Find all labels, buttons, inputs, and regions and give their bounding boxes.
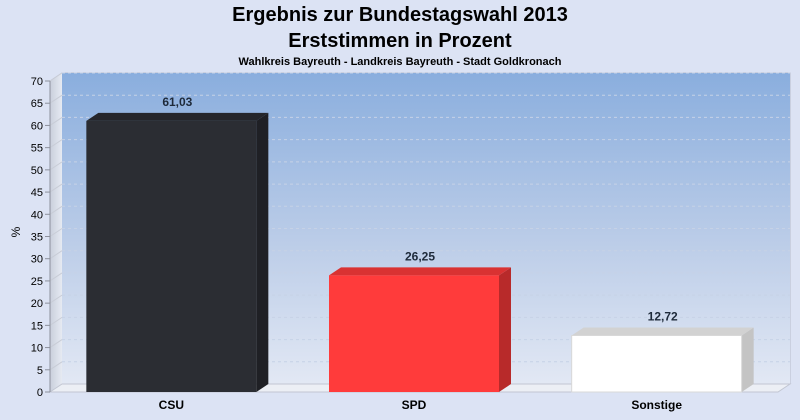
bar-front: [86, 120, 257, 393]
y-tick-label: 5: [37, 365, 43, 377]
gridline-wall: [49, 183, 63, 193]
gridline-wall: [49, 72, 63, 82]
y-axis-label: %: [9, 226, 23, 237]
gridline-wall: [49, 250, 63, 260]
bar-sonstige: [571, 327, 754, 393]
y-tick-label: 45: [31, 187, 43, 199]
gridline-wall: [49, 339, 63, 348]
chart-titles: Ergebnis zur Bundestagswahl 2013 Erststi…: [0, 0, 800, 70]
gridline-wall: [49, 205, 63, 215]
bars: 61,03 CSU 26,25 SPD 12,72 Sonstige: [86, 95, 754, 412]
gridline-wall: [49, 139, 63, 149]
gridline-wall: [49, 361, 63, 371]
data-label: 26,25: [405, 249, 435, 263]
gridline-wall: [49, 294, 63, 304]
bar-top: [329, 267, 511, 276]
chart-title: Ergebnis zur Bundestagswahl 2013: [232, 4, 568, 26]
category-label: CSU: [159, 398, 184, 412]
y-axis-ticks: 0 5 10 15 20 25 30 35 40 45 50 55 60 65 70: [31, 76, 50, 399]
gridline-wall: [49, 94, 63, 104]
y-tick-label: 65: [31, 98, 43, 110]
y-tick-label: 70: [31, 76, 43, 88]
gridline-wall: [49, 272, 63, 282]
chart-title-line2: Erststimmen in Prozent: [288, 30, 512, 52]
gridline-wall: [49, 161, 63, 171]
bar-side: [256, 112, 269, 393]
y-tick-label: 55: [31, 143, 43, 155]
bar-side: [499, 267, 511, 392]
y-tick-label: 50: [31, 165, 43, 177]
y-tick-label: 60: [31, 120, 43, 132]
gridline-wall: [49, 117, 63, 126]
data-label: 61,03: [162, 95, 192, 109]
bar-csu: [86, 112, 269, 393]
gridline-wall: [49, 228, 63, 237]
category-label: Sonstige: [631, 398, 682, 412]
y-tick-label: 15: [31, 320, 43, 332]
bar-side: [741, 327, 754, 392]
y-tick-label: 30: [31, 254, 43, 266]
bar-top: [86, 112, 269, 121]
bar-front: [571, 334, 743, 393]
y-tick-label: 35: [31, 232, 43, 244]
gridline-wall: [49, 316, 63, 326]
y-tick-label: 40: [31, 209, 43, 221]
y-tick-label: 25: [31, 276, 43, 288]
y-tick-label: 0: [37, 387, 43, 399]
bar-front: [329, 275, 499, 392]
data-label: 12,72: [648, 309, 678, 323]
y-tick-label: 10: [31, 343, 43, 355]
chart-subtitle: Wahlkreis Bayreuth - Landkreis Bayreuth …: [238, 56, 562, 68]
bar-spd: [329, 267, 511, 392]
category-label: SPD: [402, 398, 427, 412]
y-tick-label: 20: [31, 298, 43, 310]
bar-top: [571, 327, 754, 336]
